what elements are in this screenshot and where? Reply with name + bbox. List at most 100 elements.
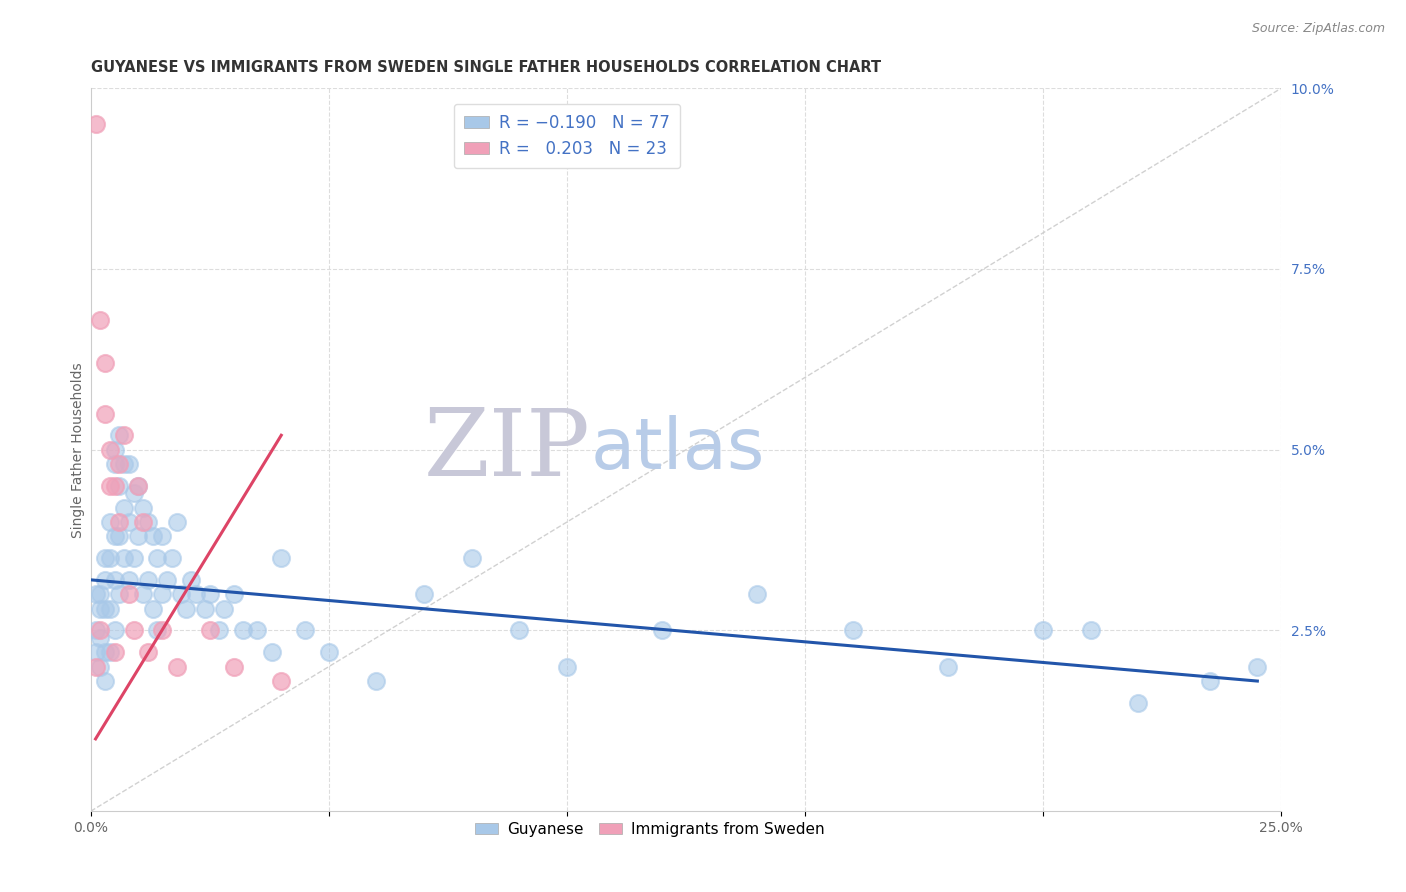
Point: [112, 428, 135, 442]
Point: [89, 659, 111, 673]
Point: [150, 624, 173, 638]
Point: [84, 587, 107, 601]
Point: [198, 587, 221, 601]
Point: [166, 515, 188, 529]
Point: [108, 428, 131, 442]
Point: [366, 674, 388, 689]
Point: [118, 515, 141, 529]
Point: [132, 500, 155, 515]
Point: [198, 624, 221, 638]
Point: [222, 659, 245, 673]
Point: [94, 407, 117, 421]
Point: [174, 601, 197, 615]
Point: [108, 479, 131, 493]
Point: [180, 573, 202, 587]
Point: [841, 624, 863, 638]
Point: [246, 624, 269, 638]
Point: [1128, 696, 1150, 710]
Point: [104, 529, 127, 543]
Point: [98, 442, 121, 457]
Point: [136, 645, 159, 659]
Point: [104, 624, 127, 638]
Point: [127, 529, 149, 543]
Point: [104, 457, 127, 471]
Point: [94, 551, 117, 566]
Point: [112, 457, 135, 471]
Point: [413, 587, 436, 601]
Point: [112, 500, 135, 515]
Point: [122, 551, 145, 566]
Point: [555, 659, 578, 673]
Point: [127, 479, 149, 493]
Point: [461, 551, 484, 566]
Point: [122, 624, 145, 638]
Legend: Guyanese, Immigrants from Sweden: Guyanese, Immigrants from Sweden: [470, 816, 831, 843]
Point: [84, 624, 107, 638]
Point: [232, 624, 254, 638]
Point: [98, 601, 121, 615]
Point: [98, 551, 121, 566]
Point: [651, 624, 673, 638]
Point: [208, 624, 231, 638]
Point: [508, 624, 530, 638]
Point: [132, 587, 155, 601]
Point: [294, 624, 316, 638]
Text: GUYANESE VS IMMIGRANTS FROM SWEDEN SINGLE FATHER HOUSEHOLDS CORRELATION CHART: GUYANESE VS IMMIGRANTS FROM SWEDEN SINGL…: [91, 60, 882, 75]
Point: [318, 645, 340, 659]
Point: [98, 645, 121, 659]
Point: [84, 645, 107, 659]
Text: Source: ZipAtlas.com: Source: ZipAtlas.com: [1251, 22, 1385, 36]
Point: [156, 573, 179, 587]
Point: [222, 587, 245, 601]
Point: [98, 515, 121, 529]
Point: [194, 601, 217, 615]
Point: [136, 515, 159, 529]
Point: [150, 529, 173, 543]
Point: [94, 356, 117, 370]
Point: [89, 587, 111, 601]
Point: [136, 573, 159, 587]
Point: [104, 479, 127, 493]
Point: [108, 587, 131, 601]
Point: [94, 645, 117, 659]
Point: [1198, 674, 1220, 689]
Point: [142, 601, 165, 615]
Text: ZIP: ZIP: [425, 405, 591, 495]
Point: [89, 312, 111, 326]
Point: [94, 601, 117, 615]
Point: [118, 587, 141, 601]
Point: [118, 457, 141, 471]
Point: [270, 551, 292, 566]
Point: [184, 587, 207, 601]
Point: [747, 587, 769, 601]
Point: [127, 479, 149, 493]
Point: [150, 587, 173, 601]
Point: [1032, 624, 1054, 638]
Point: [104, 573, 127, 587]
Point: [260, 645, 283, 659]
Point: [132, 515, 155, 529]
Point: [118, 573, 141, 587]
Point: [89, 601, 111, 615]
Text: atlas: atlas: [591, 415, 765, 484]
Point: [84, 659, 107, 673]
Point: [270, 674, 292, 689]
Point: [212, 601, 235, 615]
Point: [1080, 624, 1102, 638]
Point: [108, 515, 131, 529]
Y-axis label: Single Father Households: Single Father Households: [72, 362, 86, 538]
Point: [89, 631, 111, 645]
Point: [108, 457, 131, 471]
Point: [122, 486, 145, 500]
Point: [89, 624, 111, 638]
Point: [1246, 659, 1268, 673]
Point: [98, 479, 121, 493]
Point: [108, 529, 131, 543]
Point: [146, 624, 169, 638]
Point: [160, 551, 183, 566]
Point: [936, 659, 959, 673]
Point: [142, 529, 165, 543]
Point: [104, 645, 127, 659]
Point: [104, 442, 127, 457]
Point: [166, 659, 188, 673]
